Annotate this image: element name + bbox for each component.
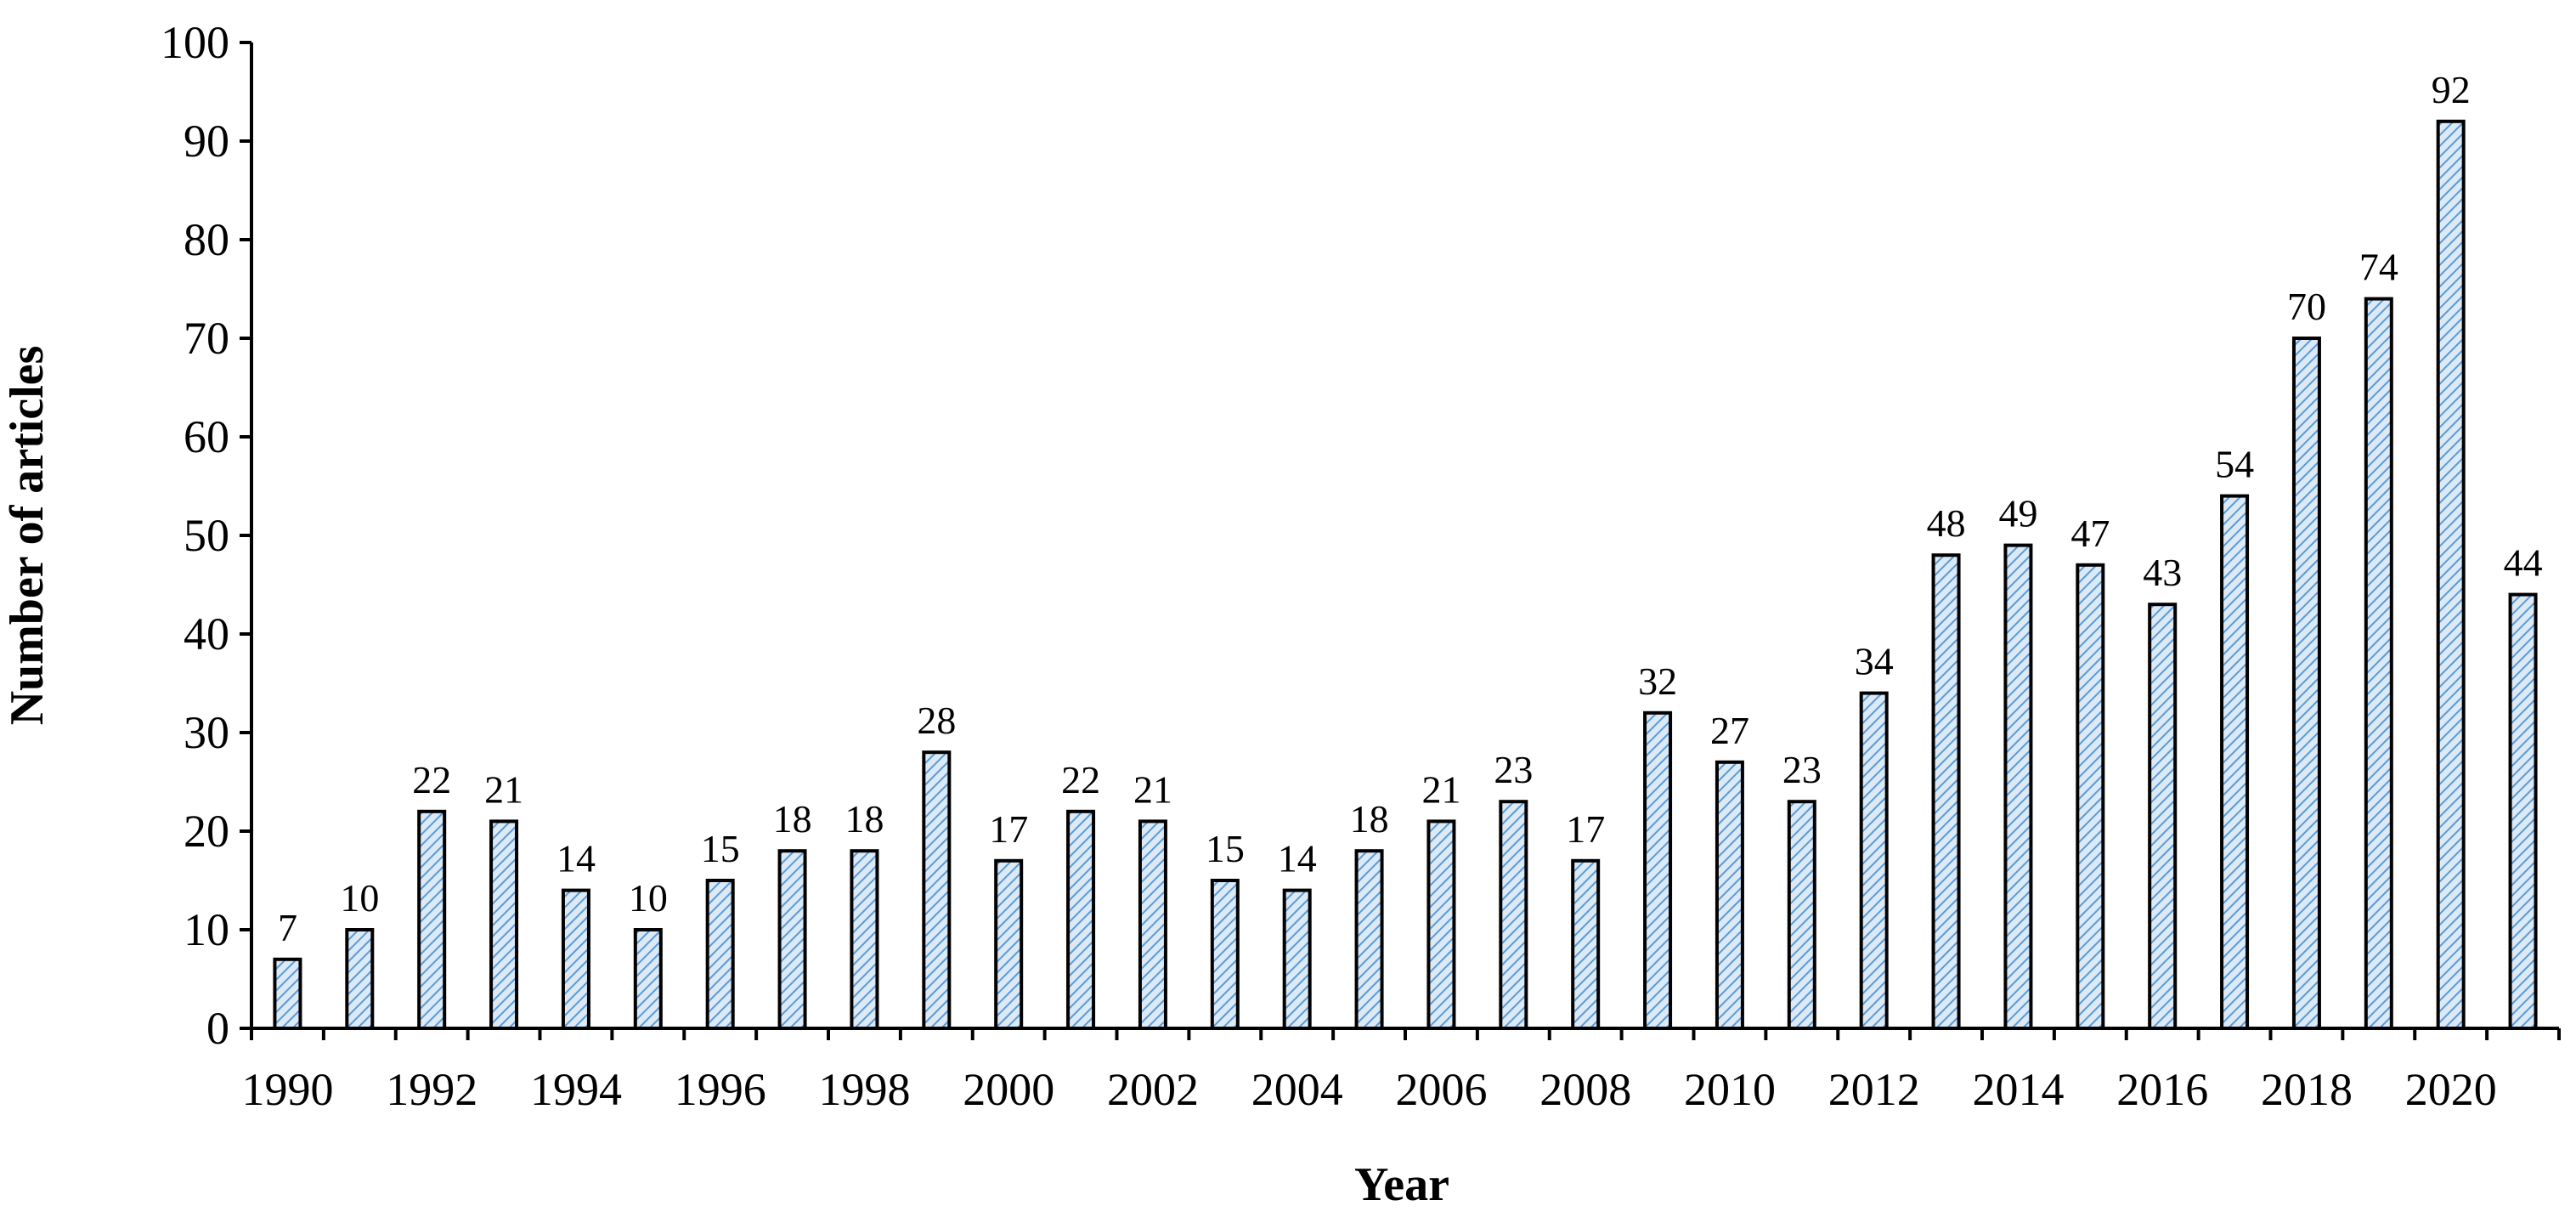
data-label-2021: 44 (2504, 541, 2543, 585)
data-label-2018: 70 (2287, 285, 2326, 328)
bar-2018 (2291, 337, 2321, 1030)
bar-2001 (1066, 809, 1096, 1030)
bar-2009 (1643, 710, 1673, 1030)
data-label-2000: 17 (989, 807, 1028, 851)
data-label-2010: 27 (1710, 709, 1749, 752)
data-label-2009: 32 (1638, 659, 1677, 703)
bar-1992 (417, 809, 447, 1030)
x-tick-label-1996: 1996 (675, 1064, 766, 1115)
y-axis-title: Number of articles (1, 346, 54, 726)
bar-1997 (777, 849, 807, 1031)
data-label-1999: 28 (917, 699, 956, 742)
bar-2008 (1571, 858, 1601, 1030)
bar-2016 (2148, 603, 2178, 1030)
y-tick-label-60: 60 (184, 411, 229, 462)
x-tick-label-1998: 1998 (818, 1064, 910, 1115)
data-label-2008: 17 (1566, 807, 1605, 851)
bar-1991 (345, 928, 375, 1030)
data-label-1990: 7 (278, 906, 297, 949)
bar-1993 (489, 819, 519, 1031)
data-label-1991: 10 (340, 876, 379, 920)
bar-2017 (2220, 494, 2250, 1030)
y-tick-label-40: 40 (184, 608, 229, 659)
data-label-2016: 43 (2143, 551, 2182, 594)
y-tick-label-10: 10 (184, 904, 229, 955)
x-tick-label-1990: 1990 (241, 1064, 333, 1115)
bar-2015 (2076, 563, 2105, 1030)
y-tick-label-90: 90 (184, 116, 229, 167)
data-label-2013: 48 (1927, 501, 1966, 545)
y-tick-label-30: 30 (184, 707, 229, 758)
bar-2003 (1210, 879, 1240, 1030)
bar-2012 (1859, 691, 1889, 1030)
data-label-2005: 18 (1350, 797, 1389, 841)
bar-1999 (922, 750, 952, 1030)
bar-2010 (1715, 760, 1744, 1030)
x-tick-label-2008: 2008 (1539, 1064, 1631, 1115)
bar-1990 (273, 957, 302, 1031)
data-label-2001: 22 (1061, 758, 1100, 801)
data-label-1996: 15 (701, 827, 740, 870)
bar-2013 (1931, 553, 1961, 1030)
x-tick-label-2000: 2000 (963, 1064, 1054, 1115)
x-tick-label-2020: 2020 (2405, 1064, 2497, 1115)
data-label-1997: 18 (773, 797, 812, 841)
bar-2020 (2436, 119, 2466, 1030)
bar-2004 (1282, 888, 1312, 1030)
data-label-2011: 23 (1782, 748, 1822, 791)
x-tick-label-2016: 2016 (2116, 1064, 2208, 1115)
x-tick-label-2018: 2018 (2261, 1064, 2353, 1115)
bar-2021 (2508, 592, 2538, 1030)
y-tick-label-70: 70 (184, 313, 229, 364)
data-label-2019: 74 (2359, 246, 2398, 289)
x-tick-label-1994: 1994 (530, 1064, 622, 1115)
data-label-2017: 54 (2215, 443, 2254, 486)
data-label-1993: 21 (484, 767, 523, 811)
x-tick-label-2014: 2014 (1972, 1064, 2064, 1115)
bar-2006 (1426, 819, 1456, 1031)
bar-2011 (1787, 800, 1816, 1030)
y-tick-label-80: 80 (184, 214, 229, 265)
bar-2007 (1499, 800, 1528, 1030)
x-tick-label-2010: 2010 (1684, 1064, 1776, 1115)
data-label-2002: 21 (1133, 767, 1172, 811)
bar-1995 (633, 928, 663, 1030)
bar-1994 (561, 888, 590, 1030)
data-label-2004: 14 (1278, 837, 1317, 880)
data-label-2015: 47 (2070, 512, 2110, 555)
data-label-2014: 49 (1998, 492, 2037, 535)
x-axis-title: Year (1354, 1158, 1449, 1211)
bars-layer (273, 119, 2538, 1031)
data-label-2020: 92 (2432, 68, 2471, 111)
y-tick-label-100: 100 (161, 17, 229, 68)
data-label-2003: 15 (1206, 827, 1245, 870)
bar-1998 (850, 849, 879, 1031)
y-tick-label-0: 0 (206, 1003, 229, 1054)
bar-2005 (1354, 849, 1384, 1031)
bar-2002 (1138, 819, 1167, 1031)
data-label-1992: 22 (412, 758, 451, 801)
data-label-1994: 14 (556, 837, 596, 880)
x-tick-label-2004: 2004 (1251, 1064, 1343, 1115)
axes-layer: 0 10 20 30 40 50 60 70 80 90 100 1990 1992 1994 1996 19… (161, 17, 2561, 1115)
x-tick-label-2006: 2006 (1395, 1064, 1487, 1115)
data-label-2006: 21 (1421, 767, 1460, 811)
data-labels-layer: 7 10 22 21 14 10 15 18 18 28 17 22 21 15 14 18 21 23 17 32 2… (278, 68, 2543, 949)
y-tick-label-20: 20 (184, 806, 229, 857)
data-label-2007: 23 (1494, 748, 1533, 791)
bar-2000 (994, 858, 1024, 1030)
x-tick-label-1992: 1992 (386, 1064, 477, 1115)
bar-2014 (2003, 543, 2033, 1030)
data-label-2012: 34 (1855, 640, 1894, 683)
x-tick-label-2002: 2002 (1107, 1064, 1199, 1115)
x-tick-label-2012: 2012 (1828, 1064, 1920, 1115)
data-label-1998: 18 (845, 797, 884, 841)
y-tick-label-50: 50 (184, 510, 229, 561)
bar-1996 (705, 879, 735, 1030)
bar-2019 (2364, 297, 2393, 1031)
data-label-1995: 10 (629, 876, 668, 920)
